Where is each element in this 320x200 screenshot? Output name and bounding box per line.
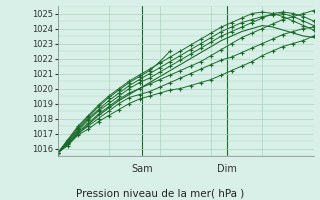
Text: Pression niveau de la mer( hPa ): Pression niveau de la mer( hPa )	[76, 188, 244, 198]
Text: Dim: Dim	[217, 164, 236, 174]
Text: Sam: Sam	[131, 164, 153, 174]
